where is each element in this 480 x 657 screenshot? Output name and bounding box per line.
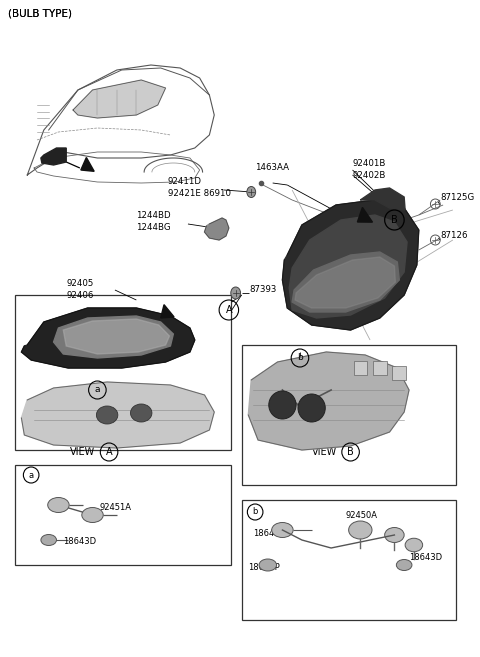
Text: 92402B: 92402B [352, 171, 386, 179]
Bar [373, 361, 386, 375]
Text: 92411D: 92411D [168, 177, 202, 185]
Ellipse shape [131, 404, 152, 422]
Polygon shape [22, 382, 214, 448]
Polygon shape [63, 319, 169, 354]
Polygon shape [295, 257, 396, 308]
Ellipse shape [247, 187, 256, 198]
Polygon shape [292, 252, 399, 312]
Polygon shape [358, 208, 372, 222]
Polygon shape [41, 148, 66, 165]
Text: 92450A: 92450A [346, 512, 378, 520]
Text: 92451A: 92451A [99, 503, 132, 512]
Ellipse shape [41, 535, 57, 545]
Bar [14, 465, 231, 565]
Ellipse shape [82, 507, 103, 522]
Text: (BULB TYPE): (BULB TYPE) [8, 9, 72, 19]
Circle shape [298, 394, 325, 422]
Ellipse shape [384, 528, 404, 543]
Polygon shape [161, 305, 174, 318]
Polygon shape [204, 218, 229, 240]
Text: VIEW: VIEW [312, 447, 337, 457]
Polygon shape [73, 80, 166, 118]
Bar [241, 345, 456, 485]
Circle shape [269, 391, 296, 419]
Text: 1463AA: 1463AA [255, 164, 289, 173]
Ellipse shape [231, 287, 240, 299]
Bar [353, 361, 367, 375]
Polygon shape [81, 158, 94, 171]
Text: 18643D: 18643D [409, 553, 442, 562]
Polygon shape [289, 215, 407, 318]
Text: b: b [297, 353, 303, 363]
Text: 18643P: 18643P [248, 562, 280, 572]
Ellipse shape [96, 406, 118, 424]
Polygon shape [282, 200, 419, 330]
Text: 92421E 86910: 92421E 86910 [168, 189, 230, 198]
Ellipse shape [48, 497, 69, 512]
Text: B: B [391, 215, 398, 225]
Text: a: a [95, 386, 100, 394]
Bar [393, 366, 406, 380]
Polygon shape [22, 308, 195, 368]
Bar [14, 295, 231, 450]
Ellipse shape [272, 522, 293, 537]
Text: 18643D: 18643D [63, 537, 96, 545]
Text: A: A [226, 305, 232, 315]
Text: 1244BG: 1244BG [136, 223, 171, 233]
Text: 87125G: 87125G [440, 194, 474, 202]
Text: a: a [29, 470, 34, 480]
Polygon shape [360, 188, 405, 210]
Text: (BULB TYPE): (BULB TYPE) [8, 9, 72, 19]
Text: 92401B: 92401B [352, 158, 386, 168]
Text: A: A [106, 447, 112, 457]
Text: 87126: 87126 [440, 231, 468, 240]
Text: 92406: 92406 [66, 290, 94, 300]
Text: b: b [252, 507, 258, 516]
Text: VIEW: VIEW [70, 447, 96, 457]
Ellipse shape [396, 560, 412, 570]
Polygon shape [54, 316, 173, 358]
Ellipse shape [405, 538, 423, 552]
Text: 18644A: 18644A [253, 528, 286, 537]
Text: B: B [347, 447, 354, 457]
Polygon shape [248, 352, 409, 450]
Text: 92405: 92405 [66, 279, 94, 288]
Text: 1244BD: 1244BD [136, 212, 171, 221]
Bar [241, 500, 456, 620]
Text: 87393: 87393 [249, 286, 276, 294]
Ellipse shape [259, 559, 276, 571]
Ellipse shape [348, 521, 372, 539]
